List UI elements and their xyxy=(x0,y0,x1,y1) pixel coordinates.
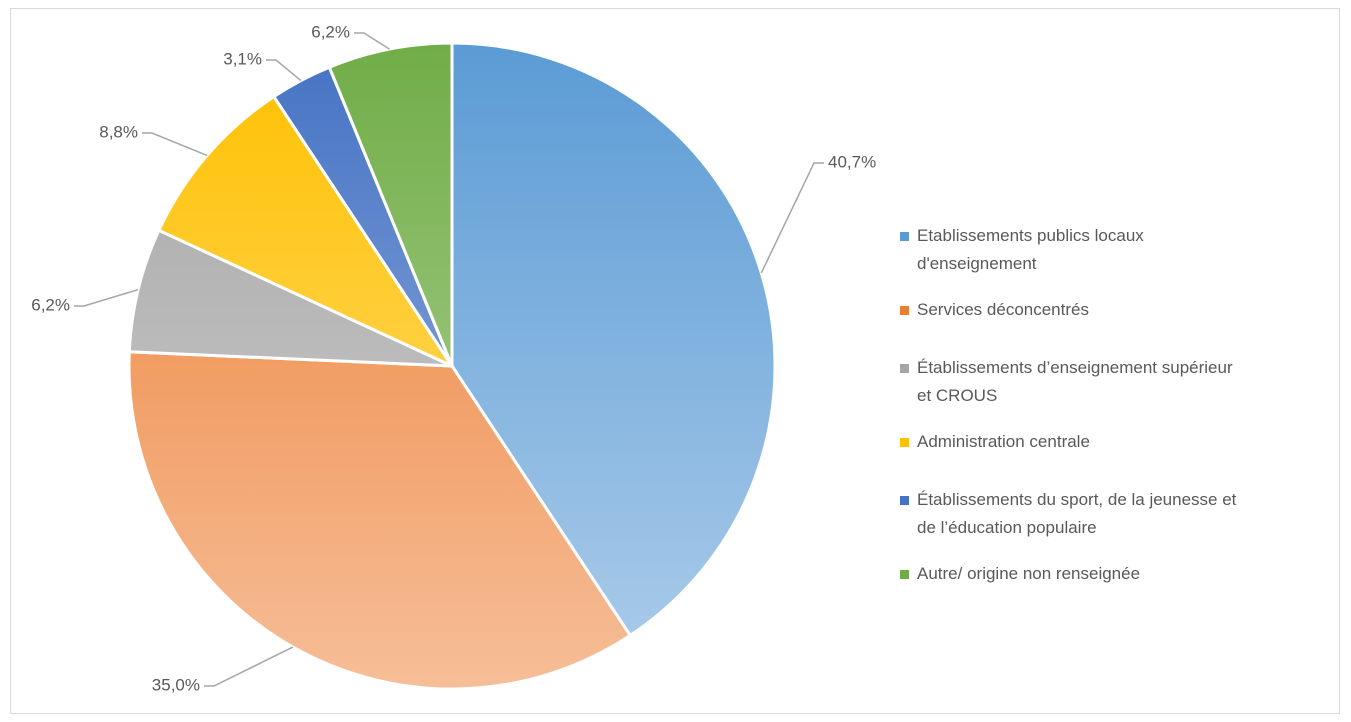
legend-swatch xyxy=(900,570,909,579)
legend-item: Administration centrale xyxy=(900,428,1250,456)
legend-label: Établissements d’enseignement supérieur … xyxy=(917,358,1233,405)
legend-item: Etablissements publics locaux d'enseigne… xyxy=(900,222,1250,278)
legend-swatch xyxy=(900,232,909,241)
legend-label: Services déconcentrés xyxy=(917,300,1089,319)
leader-line xyxy=(354,32,390,50)
chart-frame xyxy=(10,8,1340,714)
legend-item: Autre/ origine non renseignée xyxy=(900,560,1250,588)
leader-line xyxy=(760,162,824,274)
data-label: 35,0% xyxy=(152,675,200,694)
data-label: 6,2% xyxy=(311,22,350,41)
pie-slice xyxy=(327,41,454,367)
data-label: 6,2% xyxy=(31,295,70,314)
legend-label: Etablissements publics locaux d'enseigne… xyxy=(917,226,1144,273)
legend-item: Services déconcentrés xyxy=(900,296,1250,324)
legend-label: Autre/ origine non renseignée xyxy=(917,564,1141,583)
leader-line xyxy=(204,646,294,687)
pie-slice xyxy=(156,94,457,370)
leader-line xyxy=(266,59,302,82)
legend: Etablissements publics locaux d'enseigne… xyxy=(900,222,1250,588)
legend-label: Administration centrale xyxy=(917,432,1090,451)
data-label: 3,1% xyxy=(223,49,262,68)
legend-item: Établissements d’enseignement supérieur … xyxy=(900,354,1250,410)
data-label: 40,7% xyxy=(828,152,876,171)
legend-swatch xyxy=(900,364,909,373)
leader-line xyxy=(74,288,139,307)
data-label: 8,8% xyxy=(99,122,138,141)
legend-swatch xyxy=(900,306,909,315)
legend-item: Établissements du sport, de la jeunesse … xyxy=(900,486,1250,542)
legend-swatch xyxy=(900,496,909,505)
legend-label: Établissements du sport, de la jeunesse … xyxy=(917,490,1237,537)
pie-slice xyxy=(127,228,453,368)
leader-line xyxy=(142,132,208,157)
legend-swatch xyxy=(900,438,909,447)
